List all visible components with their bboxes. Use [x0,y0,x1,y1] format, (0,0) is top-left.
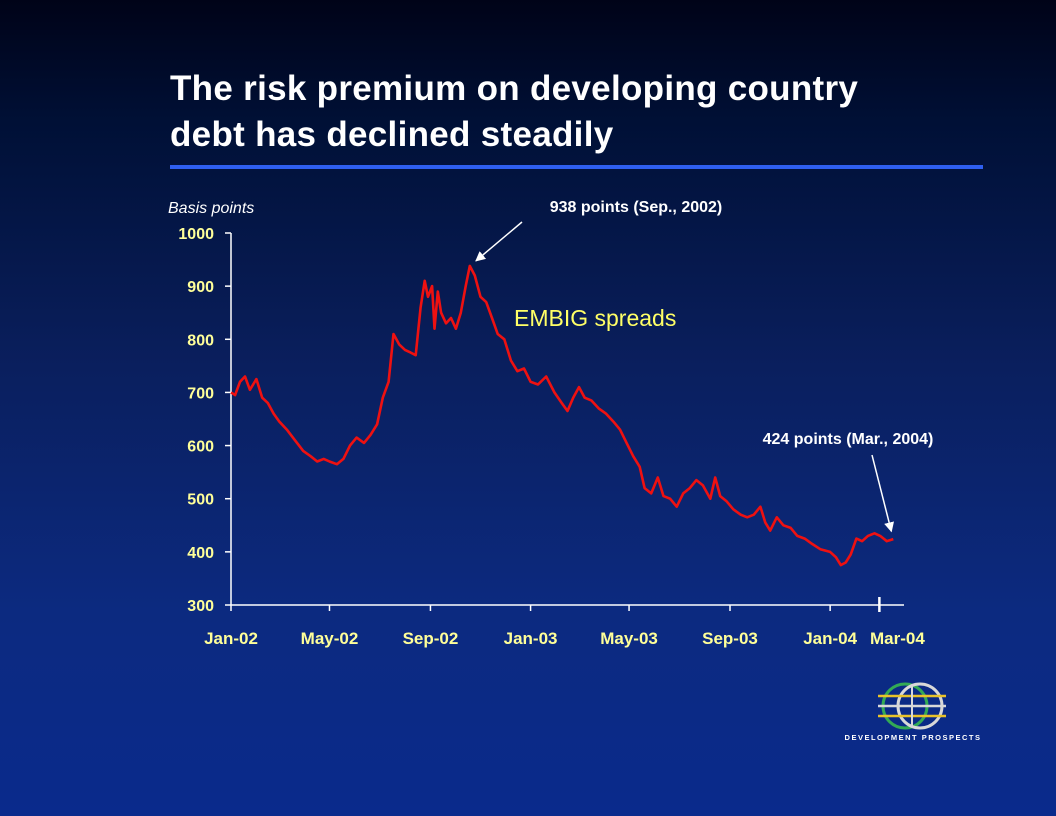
y-tick-label: 1000 [178,226,214,243]
series-line-embig [230,264,894,567]
x-tick-label: May-03 [600,629,658,648]
x-tick-label: May-02 [301,629,359,648]
y-tick-label: 500 [187,492,214,509]
annotation-arrow [871,454,894,533]
x-tick-label: Jan-04 [803,629,857,648]
slide-title: The risk premium on developing country d… [170,66,970,158]
x-tick-label: Sep-02 [403,629,459,648]
y-tick-label: 800 [187,332,214,349]
annotation-label: 424 points (Mar., 2004) [763,431,934,448]
y-tick-label: 900 [187,279,214,296]
annotation-arrow [475,221,523,262]
annotations: 938 points (Sep., 2002) 424 points (Mar.,… [475,199,934,533]
title-underline [170,165,983,169]
x-tick-label: Sep-03 [702,629,758,648]
series-label-embig: EMBIG spreads [514,305,676,331]
globe-icon [878,682,946,730]
y-tick-label: 400 [187,545,214,562]
x-tick-label: Jan-02 [204,629,258,648]
annotation-label: 938 points (Sep., 2002) [550,199,723,216]
y-tick-label: 300 [187,598,214,615]
y-tick-label: 700 [187,385,214,402]
logo-text: DEVELOPMENT PROSPECTS [845,733,982,742]
y-axis-ticks: 300 400 500 600 700 800 900 1000 [178,226,231,615]
title-line-1: The risk premium on developing country [170,69,859,108]
x-tick-label: Jan-03 [504,629,558,648]
title-line-2: debt has declined steadily [170,115,614,154]
x-tick-label: Mar-04 [870,629,925,648]
x-axis-ticks: Jan-02 May-02 Sep-02 Jan-03 May-03 Sep-03 Jan-… [204,597,925,648]
y-axis-label: Basis points [168,200,254,217]
y-tick-label: 600 [187,439,214,456]
